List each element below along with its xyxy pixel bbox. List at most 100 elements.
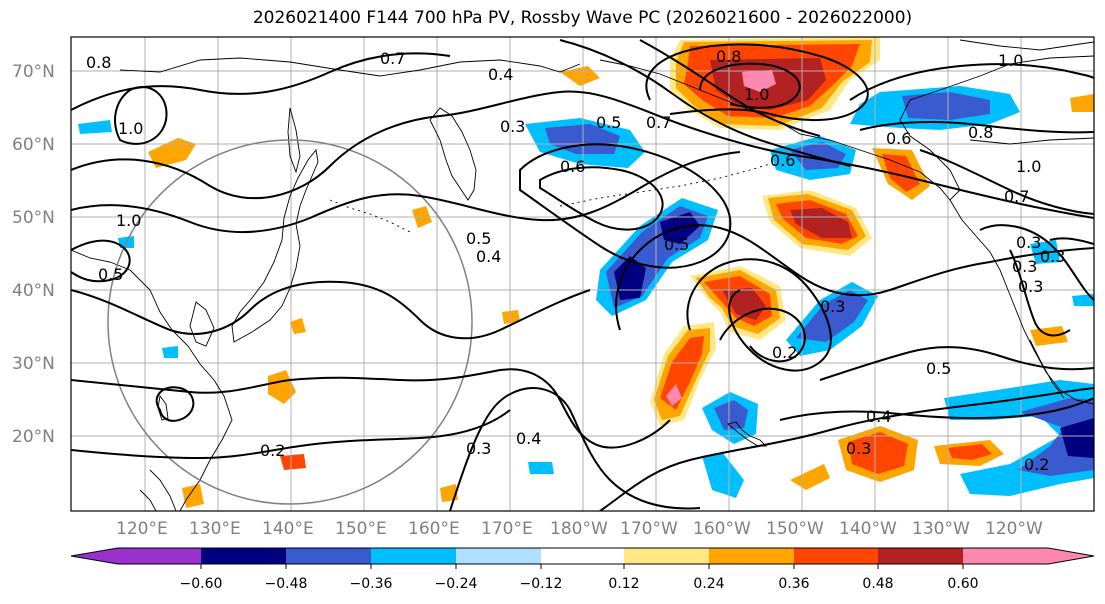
contour-line <box>71 151 741 234</box>
colorbar-segment-2 <box>286 548 371 564</box>
longitude-label: 170°W <box>620 519 678 539</box>
contour-line <box>71 239 131 283</box>
contour-line <box>71 280 591 340</box>
contour-line <box>599 387 1094 511</box>
contour-line <box>639 39 821 137</box>
anomaly-negative-hawaii-core <box>714 400 748 430</box>
contour-label: 0.6 <box>560 157 585 176</box>
coastline-hawaii <box>727 421 768 447</box>
contour-label: 0.3 <box>846 439 871 458</box>
colorbar-segment-7 <box>709 548 794 564</box>
contour-label-group: 0.8 0.7 0.4 0.3 0.5 0.7 0.8 1.0 1.0 0.8 … <box>86 47 1065 474</box>
colorbar-segment-8 <box>794 548 878 564</box>
map-frame <box>70 36 1095 512</box>
colorbar-tick-label: 0.60 <box>947 576 978 592</box>
anomaly-negative-east-core <box>796 290 868 342</box>
colorbar-ticks <box>200 564 964 569</box>
coastline-kuril <box>329 199 411 233</box>
contour-label: 0.3 <box>500 117 525 136</box>
longitude-label: 120°E <box>116 519 168 539</box>
contour-line <box>859 121 1094 134</box>
anomaly-positive-west-pac <box>268 370 296 404</box>
contour-line <box>71 409 511 460</box>
colorbar-tick-label: 0.36 <box>778 576 809 592</box>
longitude-label: 160°E <box>408 519 460 539</box>
coastlines <box>71 39 1094 511</box>
region-circle <box>107 139 473 505</box>
contour-label: 0.5 <box>664 235 689 254</box>
contour-line <box>155 386 195 422</box>
anomaly-positive-east-pac-core <box>948 444 992 460</box>
colorbar-segment-4 <box>456 548 541 564</box>
longitude-label: 130°E <box>189 519 241 539</box>
anomaly-positive-central-south <box>790 464 830 490</box>
contour-line <box>699 62 801 109</box>
anomaly-negative-southeast-core <box>1060 418 1094 458</box>
shaded-anomalies <box>78 37 1094 508</box>
coastline-japan <box>231 148 319 343</box>
colorbar-tick-label: 0.12 <box>608 576 639 592</box>
anomaly-positive-bering-peak <box>742 70 776 92</box>
contour-label: 0.5 <box>926 359 951 378</box>
anomaly-positive-small-3 <box>182 484 204 508</box>
contour-label: 0.3 <box>1012 257 1037 276</box>
pv-contours <box>71 39 1094 511</box>
contour-line <box>849 63 1094 101</box>
colorbar-segment-6 <box>624 548 709 564</box>
coastline-na-west <box>949 199 1094 405</box>
contour-line <box>779 397 1094 421</box>
latitude-label: 30°N <box>12 354 55 374</box>
coastline-siberia <box>119 57 581 77</box>
contour-line <box>819 346 1094 381</box>
contour-label: 0.7 <box>646 113 671 132</box>
anomaly-negative-small-1 <box>528 462 554 474</box>
contour-line <box>71 90 1094 219</box>
coastline-korea <box>189 301 215 347</box>
contour-label: 0.2 <box>772 343 797 362</box>
contour-label: 0.4 <box>866 407 891 426</box>
colorbar-segment-0 <box>71 548 201 564</box>
longitude-label: 130°W <box>912 519 970 539</box>
anomaly-negative-gulf-core <box>790 142 846 170</box>
contour-label: 0.3 <box>1016 233 1041 252</box>
contour-label: 0.6 <box>770 151 795 170</box>
longitude-label: 150°W <box>766 519 824 539</box>
contour-label: 0.2 <box>1024 455 1049 474</box>
contour-label: 0.4 <box>476 247 501 266</box>
latitude-axis: 70°N 60°N 50°N 40°N 30°N 20°N <box>12 62 55 447</box>
latitude-label: 20°N <box>12 427 55 447</box>
contour-label: 1.0 <box>1016 157 1041 176</box>
anomaly-positive-southeast-core <box>848 432 908 474</box>
contour-line <box>1049 237 1094 245</box>
contour-label: 0.7 <box>380 49 405 68</box>
longitude-label: 160°W <box>693 519 751 539</box>
contour-label: 0.7 <box>1004 187 1029 206</box>
contour-line <box>539 166 664 231</box>
contour-label: 0.3 <box>1040 247 1065 266</box>
contour-label: 1.0 <box>116 211 141 230</box>
contour-label: 0.3 <box>466 439 491 458</box>
anomaly-positive-west-pac-small <box>280 454 306 470</box>
anomaly-negative-hawaii-south <box>702 452 744 498</box>
colorbar-segment-5 <box>541 548 624 564</box>
contour-line <box>919 149 1094 215</box>
anomaly-negative-small-3 <box>1072 294 1094 306</box>
colorbar-segment-1 <box>201 548 286 564</box>
contour-label: 1.0 <box>998 51 1023 70</box>
contour-label: 0.4 <box>516 429 541 448</box>
contour-line <box>559 39 851 167</box>
contour-label: 0.8 <box>86 53 111 72</box>
contour-line <box>645 43 869 121</box>
coastline-aleutians <box>559 163 771 207</box>
anomaly-positive-small-5 <box>1070 94 1094 112</box>
latitude-label: 50°N <box>12 208 55 228</box>
contour-line <box>71 368 671 449</box>
colorbar-outline <box>70 547 1095 565</box>
chart-title: 2026021400 F144 700 hPa PV, Rossby Wave … <box>252 8 913 28</box>
anomaly-positive-tropical-peak <box>666 384 682 406</box>
colorbar-tick-label: 0.48 <box>862 576 893 592</box>
coastline-asia-east <box>71 249 233 511</box>
latitude-label: 40°N <box>12 281 55 301</box>
contour-label: 1.0 <box>118 119 143 138</box>
